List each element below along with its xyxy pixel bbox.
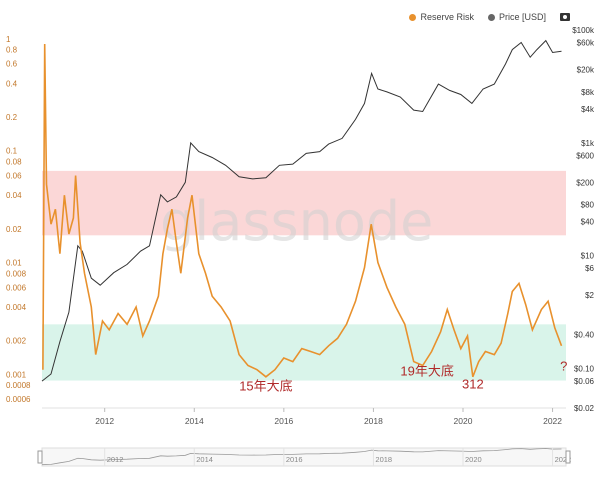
- legend-dot-reserve-risk: [409, 13, 417, 21]
- right-tick-label: $1k: [581, 139, 595, 148]
- left-tick-label: 0.008: [6, 269, 27, 278]
- x-tick-label: 2016: [274, 416, 293, 426]
- right-tick-label: $200: [576, 178, 594, 187]
- left-tick-label: 0.2: [6, 113, 18, 122]
- annotation-label: 312: [462, 376, 484, 391]
- left-tick-label: 0.01: [6, 259, 22, 268]
- left-tick-label: 0.6: [6, 60, 18, 69]
- navigator-tick-label: 2022: [555, 455, 572, 464]
- left-tick-label: 1: [6, 35, 11, 44]
- high-risk-band: [42, 170, 566, 236]
- price-line: [41, 39, 562, 382]
- annotation-label: ?: [560, 359, 567, 374]
- x-tick-label: 2012: [95, 416, 114, 426]
- navigator-tick-label: 2018: [375, 455, 392, 464]
- left-tick-label: 0.02: [6, 225, 22, 234]
- x-tick-label: 2022: [543, 416, 562, 426]
- navigator-tick-label: 2012: [107, 455, 124, 464]
- right-tick-label: $0.10: [574, 365, 595, 374]
- legend-dot-price: [487, 13, 495, 21]
- right-tick-label: $80: [581, 201, 595, 210]
- x-axis: 2012 2014 2016 2018 2020 2022: [42, 407, 566, 426]
- navigator-tick-label: 2014: [196, 455, 213, 464]
- right-tick-label: $0.40: [574, 331, 595, 340]
- left-tick-label: 0.8: [6, 46, 18, 55]
- navigator-right-handle[interactable]: [565, 450, 571, 464]
- right-tick-label: $100k: [572, 26, 595, 35]
- navigator-tick-label: 2020: [465, 455, 482, 464]
- navigator-tick-label: 2016: [286, 455, 303, 464]
- legend-label-reserve-risk: Reserve Risk: [420, 12, 474, 22]
- right-tick-label: $2: [585, 291, 594, 300]
- navigator: 2012 2014 2016 2018 2020 2022: [37, 447, 572, 467]
- legend: Reserve Risk Price [USD]: [409, 12, 570, 22]
- x-tick-label: 2020: [454, 416, 473, 426]
- right-tick-label: $4k: [581, 105, 595, 114]
- right-tick-label: $0.02: [574, 404, 595, 413]
- low-risk-band: [42, 324, 566, 381]
- right-axis: $100k $60k $20k $8k $4k $1k $600 $200 $80 $40 $10 $…: [572, 26, 595, 413]
- legend-item-reserve-risk[interactable]: Reserve Risk: [409, 12, 474, 22]
- left-tick-label: 0.0006: [6, 395, 31, 404]
- annotations: 15年大底 19年大底 312?: [239, 359, 567, 394]
- left-tick-label: 0.001: [6, 370, 27, 379]
- price-series: [41, 39, 562, 382]
- right-tick-label: $40: [581, 218, 595, 227]
- left-tick-label: 0.0008: [6, 381, 31, 390]
- right-tick-label: $10: [581, 252, 595, 261]
- legend-label-price: Price [USD]: [498, 12, 546, 22]
- left-tick-label: 0.004: [6, 303, 27, 312]
- right-tick-label: $600: [576, 151, 594, 160]
- left-tick-label: 0.04: [6, 191, 22, 200]
- navigator-price-line: [41, 448, 562, 466]
- x-tick-label: 2018: [364, 416, 383, 426]
- risk-bands: [42, 170, 566, 381]
- camera-icon[interactable]: [560, 13, 570, 21]
- annotation-label: 19年大底: [400, 363, 453, 378]
- left-tick-label: 0.002: [6, 337, 27, 346]
- navigator-left-handle[interactable]: [37, 450, 43, 464]
- x-tick-label: 2014: [185, 416, 204, 426]
- left-axis: 10.80.60.40.20.10.080.060.040.020.010.00…: [6, 35, 31, 404]
- left-tick-label: 0.06: [6, 171, 22, 180]
- right-tick-label: $20k: [577, 65, 595, 74]
- left-tick-label: 0.006: [6, 283, 27, 292]
- left-tick-label: 0.1: [6, 147, 18, 156]
- reserve-risk-line: [42, 43, 563, 378]
- annotation-label: 15年大底: [239, 378, 292, 393]
- right-tick-label: $6: [585, 264, 594, 273]
- right-tick-label: $0.06: [574, 377, 595, 386]
- legend-item-price[interactable]: Price [USD]: [487, 12, 546, 22]
- right-tick-label: $60k: [577, 39, 595, 48]
- left-tick-label: 0.4: [6, 79, 18, 88]
- reserve-risk-series: [42, 43, 563, 378]
- right-tick-label: $8k: [581, 88, 595, 97]
- watermark: glassnode: [160, 190, 433, 253]
- left-tick-label: 0.08: [6, 158, 22, 167]
